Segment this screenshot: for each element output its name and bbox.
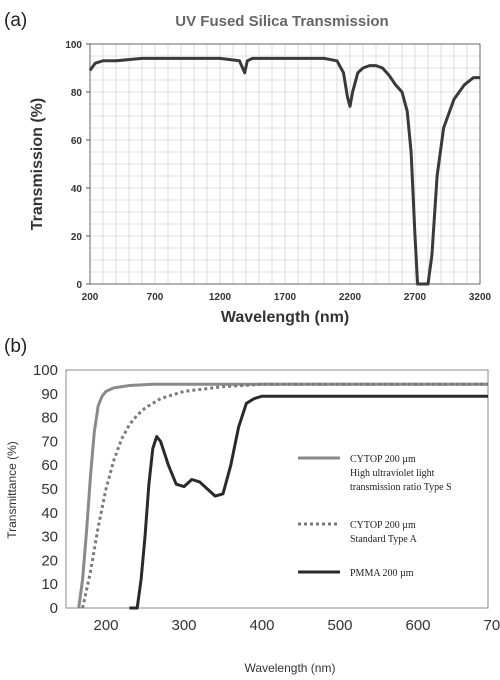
panel-a-plot-frame — [89, 43, 481, 285]
y-tick-label: 0 — [76, 280, 82, 291]
series-line-pmma — [129, 394, 488, 610]
y-tick-label: 80 — [41, 410, 58, 427]
panel-a-letter: (a) — [4, 10, 27, 31]
legend-label: High ultraviolet light — [350, 468, 435, 479]
x-tick-label: 300 — [171, 617, 196, 634]
y-tick-label: 10 — [41, 576, 58, 593]
y-tick-label: 50 — [41, 481, 58, 498]
panel-a: (a) UV Fused Silica Transmission 200 700 1… — [4, 10, 492, 326]
x-tick-label: 200 — [93, 617, 118, 634]
x-tick-label: 600 — [405, 617, 430, 634]
y-tick-label: 100 — [33, 362, 58, 379]
x-tick-label: 700 — [483, 617, 500, 634]
legend-label: Standard Type A — [350, 534, 418, 545]
panel-b-x-axis-label: Wavelength (nm) — [245, 661, 336, 675]
panel-a-x-axis-label: Wavelength (nm) — [221, 309, 349, 326]
panel-b: (b) 200 300 400 500 600 700 0 10 20 30 40 50 60 70 80… — [4, 336, 500, 675]
x-tick-label: 400 — [249, 617, 274, 634]
y-tick-label: 0 — [50, 600, 58, 617]
y-tick-label: 90 — [41, 386, 58, 403]
panel-b-legend: CYTOP 200 µm High ultraviolet light transm… — [298, 454, 452, 579]
series-line-fused-silica — [88, 56, 480, 286]
y-tick-label: 100 — [65, 40, 82, 51]
y-tick-label: 60 — [71, 136, 83, 147]
y-tick-label: 60 — [41, 457, 58, 474]
y-tick-label: 40 — [71, 184, 83, 195]
x-tick-label: 2700 — [404, 292, 427, 303]
x-tick-label: 3200 — [469, 292, 492, 303]
panel-b-letter: (b) — [4, 336, 27, 357]
y-tick-label: 70 — [41, 433, 58, 450]
panel-b-y-ticks: 0 10 20 30 40 50 60 70 80 90 100 — [33, 362, 58, 617]
panel-a-grid — [89, 43, 481, 285]
legend-label: PMMA 200 µm — [350, 568, 414, 579]
panel-b-x-ticks: 200 300 400 500 600 700 — [93, 617, 500, 634]
x-tick-label: 2200 — [339, 292, 362, 303]
series-line-cytop-type-a — [81, 382, 488, 609]
legend-label: CYTOP 200 µm — [350, 454, 416, 465]
panel-a-y-ticks: 0 20 40 60 80 100 — [65, 40, 90, 291]
legend-label: CYTOP 200 µm — [350, 520, 416, 531]
x-tick-label: 500 — [327, 617, 352, 634]
panel-a-title: UV Fused Silica Transmission — [175, 13, 388, 30]
panel-b-plot-frame — [65, 369, 489, 609]
x-tick-label: 200 — [82, 292, 99, 303]
x-tick-label: 1700 — [274, 292, 297, 303]
panel-b-series — [77, 382, 488, 610]
y-tick-label: 20 — [71, 232, 83, 243]
panel-a-x-ticks: 200 700 1200 1700 2200 2700 3200 — [82, 292, 492, 303]
panel-a-y-axis-label: Transmission (%) — [29, 98, 46, 230]
y-tick-label: 40 — [41, 505, 58, 522]
y-tick-label: 30 — [41, 529, 58, 546]
x-tick-label: 700 — [147, 292, 164, 303]
panel-a-series — [88, 56, 480, 286]
x-tick-label: 1200 — [209, 292, 232, 303]
y-tick-label: 80 — [71, 88, 83, 99]
panel-b-y-axis-label: Transmittance (%) — [5, 441, 19, 539]
y-tick-label: 20 — [41, 552, 58, 569]
legend-label: transmission ratio Type S — [350, 482, 452, 493]
series-line-cytop-type-s — [77, 382, 488, 609]
